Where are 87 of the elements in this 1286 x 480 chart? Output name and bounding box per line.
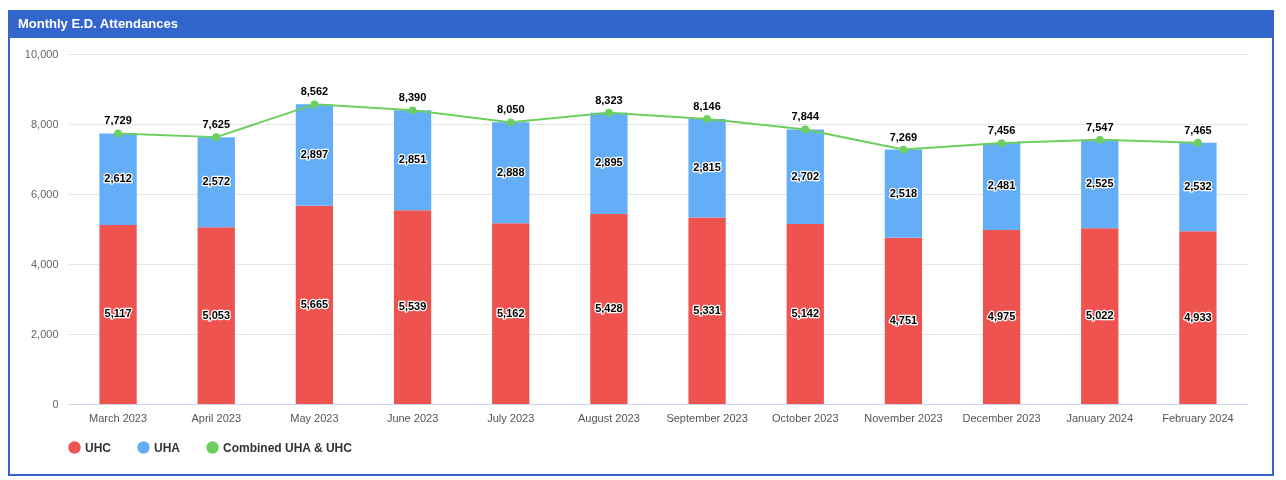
bar xyxy=(786,224,824,404)
data-label: 7,625 xyxy=(202,118,230,131)
data-label: 2,518 xyxy=(889,186,918,199)
data-label: 5,331 xyxy=(693,303,721,316)
y-tick-label: 0 xyxy=(52,397,59,410)
data-label: 2,612 xyxy=(104,172,132,185)
data-label: 5,022 xyxy=(1086,309,1114,322)
data-label: 2,888 xyxy=(496,165,525,178)
data-label: 2,532 xyxy=(1184,180,1212,193)
y-tick-label: 6,000 xyxy=(30,187,59,200)
x-tick-label: March 2023 xyxy=(89,411,148,424)
point xyxy=(703,115,711,123)
data-label: 7,456 xyxy=(987,124,1016,137)
data-label: 5,539 xyxy=(398,300,427,313)
point xyxy=(506,118,515,127)
data-label: 4,975 xyxy=(987,309,1016,322)
bar xyxy=(492,223,530,404)
data-label: 5,162 xyxy=(496,306,525,319)
bar xyxy=(884,237,923,404)
data-label: 2,702 xyxy=(791,169,820,182)
x-tick-label: August 2023 xyxy=(578,411,640,424)
data-label: 5,665 xyxy=(300,297,329,310)
data-label: 5,117 xyxy=(104,307,132,320)
data-label: 8,323 xyxy=(595,93,623,106)
data-label: 4,933 xyxy=(1184,310,1212,323)
data-label: 2,572 xyxy=(202,175,230,188)
legend-label: UHA xyxy=(154,440,181,455)
data-label: 2,815 xyxy=(693,161,721,174)
bar xyxy=(197,227,235,404)
data-label: 7,465 xyxy=(1184,123,1212,136)
bar xyxy=(99,133,137,225)
x-tick-label: June 2023 xyxy=(386,411,439,424)
chart-title: Monthly E.D. Attendances xyxy=(10,10,1272,38)
point xyxy=(1194,138,1202,147)
x-tick-label: December 2023 xyxy=(962,411,1041,424)
data-label: 8,050 xyxy=(496,103,525,116)
data-label: 7,269 xyxy=(889,130,918,143)
data-label: 2,525 xyxy=(1086,177,1114,190)
bar xyxy=(982,229,1021,404)
point xyxy=(801,125,810,134)
bar xyxy=(1179,142,1217,232)
data-label: 2,897 xyxy=(300,148,329,161)
point xyxy=(899,145,908,154)
data-label: 2,481 xyxy=(987,179,1016,192)
bar xyxy=(590,112,628,215)
data-label: 8,146 xyxy=(693,99,721,112)
bar xyxy=(590,214,628,404)
bar xyxy=(393,210,432,404)
x-tick-label: February 2024 xyxy=(1162,411,1234,424)
data-label: 5,053 xyxy=(202,308,230,321)
x-tick-label: April 2023 xyxy=(191,411,242,424)
point xyxy=(408,106,417,115)
x-tick-label: November 2023 xyxy=(864,411,943,424)
point xyxy=(605,108,613,117)
data-label: 7,844 xyxy=(791,110,820,123)
bar xyxy=(688,118,726,218)
data-label: 4,751 xyxy=(889,313,918,326)
bar xyxy=(688,217,726,404)
point xyxy=(997,139,1006,147)
point xyxy=(212,133,221,141)
bar xyxy=(295,205,334,404)
y-tick-label: 2,000 xyxy=(30,327,59,340)
data-label: 5,428 xyxy=(595,302,623,315)
point xyxy=(1095,135,1104,144)
x-tick-label: October 2023 xyxy=(771,411,839,424)
y-tick-label: 4,000 xyxy=(30,257,59,270)
data-label: 2,895 xyxy=(595,156,623,169)
bar xyxy=(1179,231,1217,404)
x-tick-label: July 2023 xyxy=(487,411,535,424)
data-label: 7,547 xyxy=(1086,120,1114,133)
data-label: 7,729 xyxy=(104,114,132,127)
legend-label: Combined UHA & UHC xyxy=(223,440,353,455)
y-tick-label: 10,000 xyxy=(24,47,59,60)
x-tick-label: January 2024 xyxy=(1066,411,1134,424)
data-label: 2,851 xyxy=(398,153,427,166)
bar xyxy=(492,122,530,224)
legend-label: UHC xyxy=(85,440,112,455)
data-label: 8,390 xyxy=(398,91,427,104)
y-tick-label: 8,000 xyxy=(30,117,59,130)
x-tick-label: May 2023 xyxy=(290,411,339,424)
point xyxy=(114,129,122,138)
x-tick-label: September 2023 xyxy=(666,411,748,424)
point xyxy=(310,100,319,109)
data-label: 5,142 xyxy=(791,307,820,320)
data-label: 8,562 xyxy=(300,85,329,98)
bar xyxy=(99,224,137,404)
bar xyxy=(1081,228,1119,404)
